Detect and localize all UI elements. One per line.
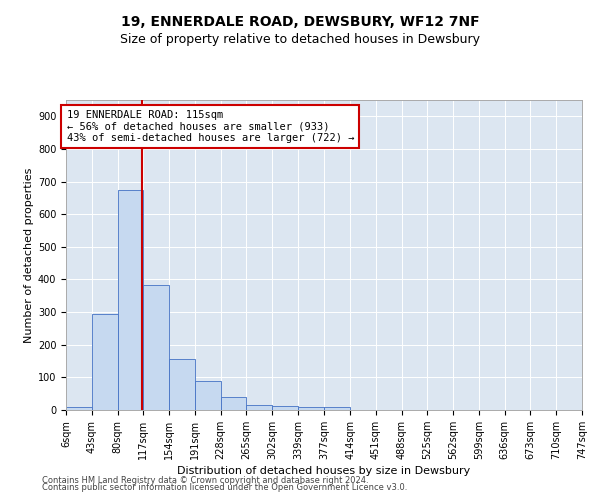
Bar: [118, 190, 143, 410]
Bar: [325, 408, 350, 410]
Bar: [272, 406, 298, 410]
Text: Size of property relative to detached houses in Dewsbury: Size of property relative to detached ho…: [120, 32, 480, 46]
Bar: [195, 380, 221, 410]
Bar: [169, 360, 195, 410]
Bar: [247, 405, 272, 410]
Y-axis label: Number of detached properties: Number of detached properties: [23, 168, 34, 342]
Text: Contains public sector information licensed under the Open Government Licence v3: Contains public sector information licen…: [42, 484, 407, 492]
Text: 19 ENNERDALE ROAD: 115sqm
← 56% of detached houses are smaller (933)
43% of semi: 19 ENNERDALE ROAD: 115sqm ← 56% of detac…: [67, 110, 354, 143]
X-axis label: Distribution of detached houses by size in Dewsbury: Distribution of detached houses by size …: [178, 466, 470, 476]
Bar: [143, 285, 169, 410]
Text: Contains HM Land Registry data © Crown copyright and database right 2024.: Contains HM Land Registry data © Crown c…: [42, 476, 368, 485]
Bar: [92, 314, 118, 410]
Text: 19, ENNERDALE ROAD, DEWSBURY, WF12 7NF: 19, ENNERDALE ROAD, DEWSBURY, WF12 7NF: [121, 15, 479, 29]
Bar: [298, 406, 325, 410]
Bar: [66, 406, 92, 410]
Bar: [221, 397, 247, 410]
